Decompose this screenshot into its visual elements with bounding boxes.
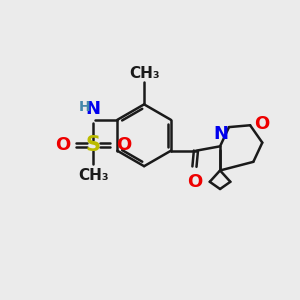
Text: N: N bbox=[86, 100, 101, 118]
Text: O: O bbox=[116, 136, 132, 154]
Text: H: H bbox=[79, 100, 90, 114]
Text: CH₃: CH₃ bbox=[78, 168, 109, 183]
Text: O: O bbox=[187, 173, 202, 191]
Text: N: N bbox=[213, 125, 228, 143]
Text: CH₃: CH₃ bbox=[129, 66, 159, 81]
Text: S: S bbox=[86, 135, 101, 155]
Text: O: O bbox=[254, 115, 269, 133]
Text: O: O bbox=[55, 136, 70, 154]
